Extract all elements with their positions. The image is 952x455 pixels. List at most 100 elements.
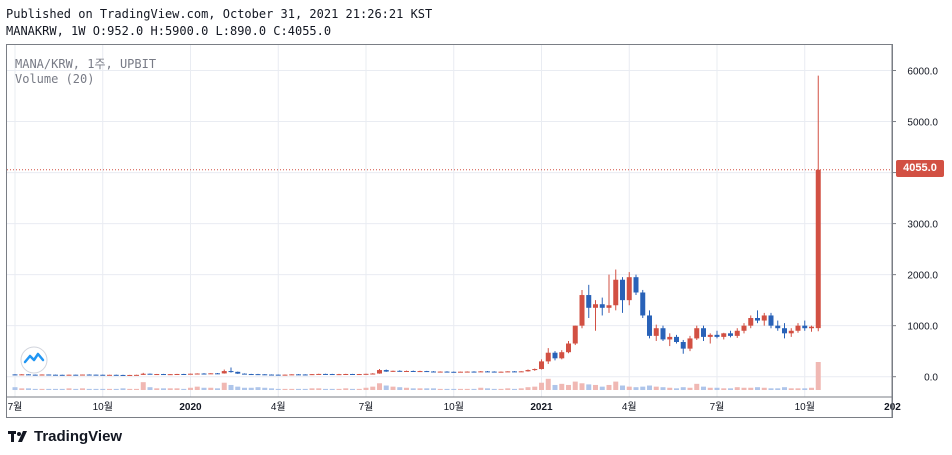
x-tick-label: 4월 [271,401,286,413]
volume-bar [39,388,45,390]
volume-bar [552,384,558,390]
volume-bar [59,388,65,390]
x-tick-label: 202 [884,402,901,413]
candle-body [613,279,619,306]
candle-body [39,374,45,376]
volume-bar [741,387,747,390]
candle-body [181,373,187,375]
candle-body [451,371,457,373]
candle-body [59,374,65,376]
volume-bar [323,388,328,390]
volume-bar [289,388,295,390]
candle-body [154,374,160,376]
volume-bar [19,388,25,390]
candle-body [336,374,342,376]
volume-bar [566,384,571,390]
x-tick-label: 7월 [8,401,23,413]
candle-body [417,371,423,373]
volume-bar [86,388,92,390]
volume-bar [802,388,808,390]
volume-bar [80,388,85,390]
candle-body [66,374,72,376]
volume-bar [188,387,193,390]
last-price-tag: 4055.0 [896,160,944,177]
volume-bar [302,388,308,390]
candle-body [134,374,139,376]
candle-body [350,373,355,375]
volume-bar [755,387,760,390]
volume-bar [73,388,79,390]
x-tick-label: 7월 [359,401,374,413]
candle-body [329,374,335,376]
tradingview-brand[interactable]: TradingView [8,428,122,445]
candle-body [545,352,551,362]
volume-bar [154,388,160,390]
volume-bar [458,388,463,390]
volume-bar [545,378,551,390]
y-tick-label: 1000.0 [907,322,938,333]
candle-body [174,373,180,375]
volume-bar [694,383,700,390]
candle-body [802,325,808,329]
candle-body [228,371,234,373]
candle-body [343,373,349,375]
candle-body [19,374,25,376]
volume-bar [572,381,578,390]
candle-body [147,373,153,375]
volume-bar [788,388,794,390]
candle-body [471,371,477,373]
candle-body [512,371,517,373]
volume-bar [174,388,180,390]
volume-bar [377,383,382,390]
candle-body [694,328,700,339]
candle-body [255,374,261,376]
volume-bar [768,388,774,390]
volume-bar [228,384,234,390]
candle-body [788,330,794,334]
candle-body [248,374,254,376]
candle-body [741,325,747,331]
volume-bar [714,387,720,390]
x-tick-label: 10월 [795,401,815,413]
candle-body [714,334,720,337]
volume-bar [674,388,679,390]
candle-body [127,374,133,376]
volume-bar [505,388,511,390]
candle-body [221,371,227,374]
candle-body [235,371,241,374]
candle-body [444,371,450,373]
candle-body [410,370,416,372]
legend-volume: Volume (20) [15,72,95,86]
volume-bar [471,388,477,390]
candle-body [687,338,693,349]
volume-bar [350,388,355,390]
candle-body [424,371,430,373]
volume-bar [424,388,430,390]
volume-bar [410,388,416,390]
volume-bar [46,388,52,390]
candle-body [539,361,544,370]
candle-body [356,374,362,376]
candle-body [748,318,754,326]
candle-body [316,373,322,375]
volume-bar [161,388,166,390]
volume-bar [667,387,673,390]
candle-body [566,343,571,353]
candle-body [80,374,85,376]
volume-bar [336,388,342,390]
candle-body [93,374,99,376]
candle-body [397,370,403,372]
volume-bar [518,388,524,390]
candle-body [296,374,301,376]
volume-bar [579,383,585,390]
candle-body [795,325,801,331]
volume-bar [167,388,173,390]
candle-body [464,371,470,373]
candle-body [323,373,328,375]
candle-body [647,315,652,336]
candle-body [586,295,592,308]
candle-body [653,328,659,336]
candle-body [721,333,727,337]
x-tick-label: 2020 [179,402,202,413]
